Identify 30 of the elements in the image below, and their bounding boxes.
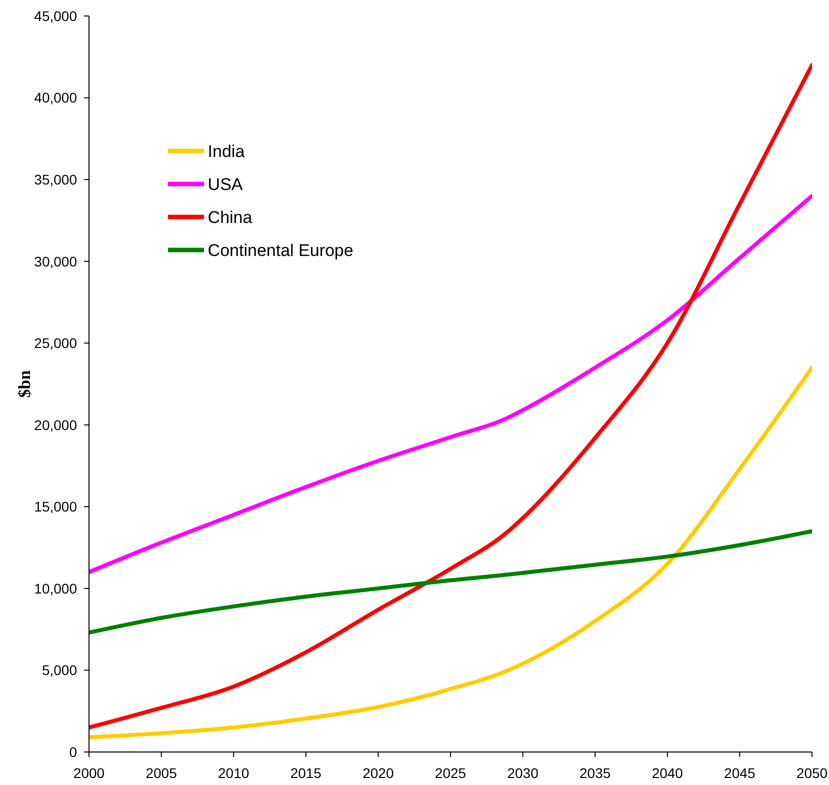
y-tick-label: 10,000: [34, 580, 78, 596]
y-tick-label: 25,000: [34, 335, 78, 352]
y-tick-label: 35,000: [34, 172, 78, 188]
line-series: [89, 529, 812, 635]
y-tick-label: 20,000: [34, 416, 78, 433]
x-tick-label: 2045: [724, 764, 756, 781]
legend-label: USA: [208, 174, 243, 194]
y-tick-label: 40,000: [34, 90, 78, 106]
y-tick-label: 0: [69, 744, 78, 760]
x-tick-label: 2010: [218, 764, 250, 781]
x-tick-label: 2040: [652, 764, 684, 781]
x-tick-label: 2050: [796, 764, 828, 781]
legend-label: China: [208, 208, 252, 227]
line-series: [89, 63, 812, 730]
y-tick-label: 45,000: [34, 8, 78, 24]
y-tick-label: 30,000: [34, 253, 78, 270]
x-tick-label: 2015: [290, 764, 322, 781]
x-tick-label: 2035: [580, 764, 611, 781]
legend-label: Continental Europe: [208, 240, 354, 260]
y-axis-title: $bn: [14, 370, 34, 398]
x-tick-label: 2000: [73, 764, 105, 781]
x-tick-label: 2020: [362, 764, 394, 781]
line-series: [89, 194, 812, 574]
y-tick-label: 15,000: [34, 498, 78, 515]
legend-label: India: [208, 142, 245, 161]
x-tick-label: 2005: [146, 764, 178, 781]
y-tick-label: 5,000: [42, 662, 78, 678]
x-tick-label: 2030: [507, 764, 539, 781]
line-series: [89, 366, 812, 740]
x-tick-label: 2025: [434, 764, 466, 781]
